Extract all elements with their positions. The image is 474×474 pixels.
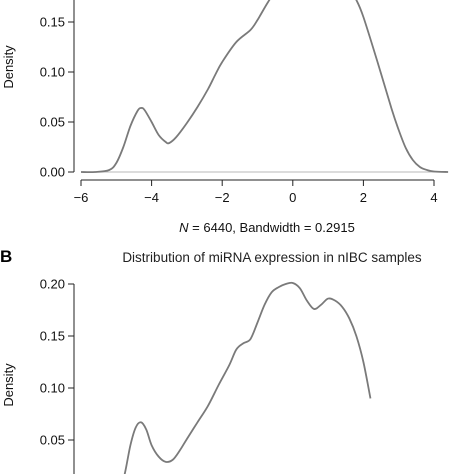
panel-a-x-tick-label: 4 xyxy=(430,190,437,205)
panel-a-x-axis-title: N = 6440, Bandwidth = 0.2915 xyxy=(179,220,355,235)
panel-a-x-tick-label: 0 xyxy=(289,190,296,205)
panel-a-y-tick-label: 0.10 xyxy=(40,65,65,80)
panel-b-y-tick-label: 0.05 xyxy=(40,433,65,448)
panel-a-x-axis-title-italic: N xyxy=(179,220,189,235)
panel-a-y-tick-label: 0.00 xyxy=(40,165,65,180)
panel-b-density-curve xyxy=(123,281,372,474)
panel-a-density-curve xyxy=(80,0,449,174)
panel-a-x-axis: −6 −4 −2 0 2 4 xyxy=(74,179,438,205)
panel-a-y-tick-label: 0.05 xyxy=(40,115,65,130)
panel-b-y-tick-label: 0.10 xyxy=(40,381,65,396)
panel-a-x-tick-label: 2 xyxy=(360,190,367,205)
panel-b-y-tick-label: 0.20 xyxy=(40,277,65,292)
panel-b-y-tick-label: 0.15 xyxy=(40,329,65,344)
panel-b-title: Distribution of miRNA expression in nIBC… xyxy=(122,250,422,265)
panel-a-x-tick-label: −6 xyxy=(74,190,89,205)
panel-a-y-axis-title: Density xyxy=(1,45,16,89)
panel-a-y-axis: 0.00 0.05 0.10 0.15 xyxy=(40,0,75,180)
panel-b-letter: B xyxy=(0,247,12,266)
panel-a-y-tick-label: 0.15 xyxy=(40,15,65,30)
panel-b: B Distribution of miRNA expression in nI… xyxy=(0,247,422,474)
panel-a-x-tick-label: −4 xyxy=(144,190,159,205)
panel-b-y-axis: 0.05 0.10 0.15 0.20 xyxy=(40,277,75,474)
panel-b-y-axis-title: Density xyxy=(1,363,16,407)
panel-a: 0.00 0.05 0.10 0.15 −6 −4 −2 0 2 4 Density N = 6… xyxy=(1,0,449,235)
panel-a-x-tick-label: −2 xyxy=(215,190,230,205)
panel-a-x-axis-title-rest: = 6440, Bandwidth = 0.2915 xyxy=(189,220,355,235)
